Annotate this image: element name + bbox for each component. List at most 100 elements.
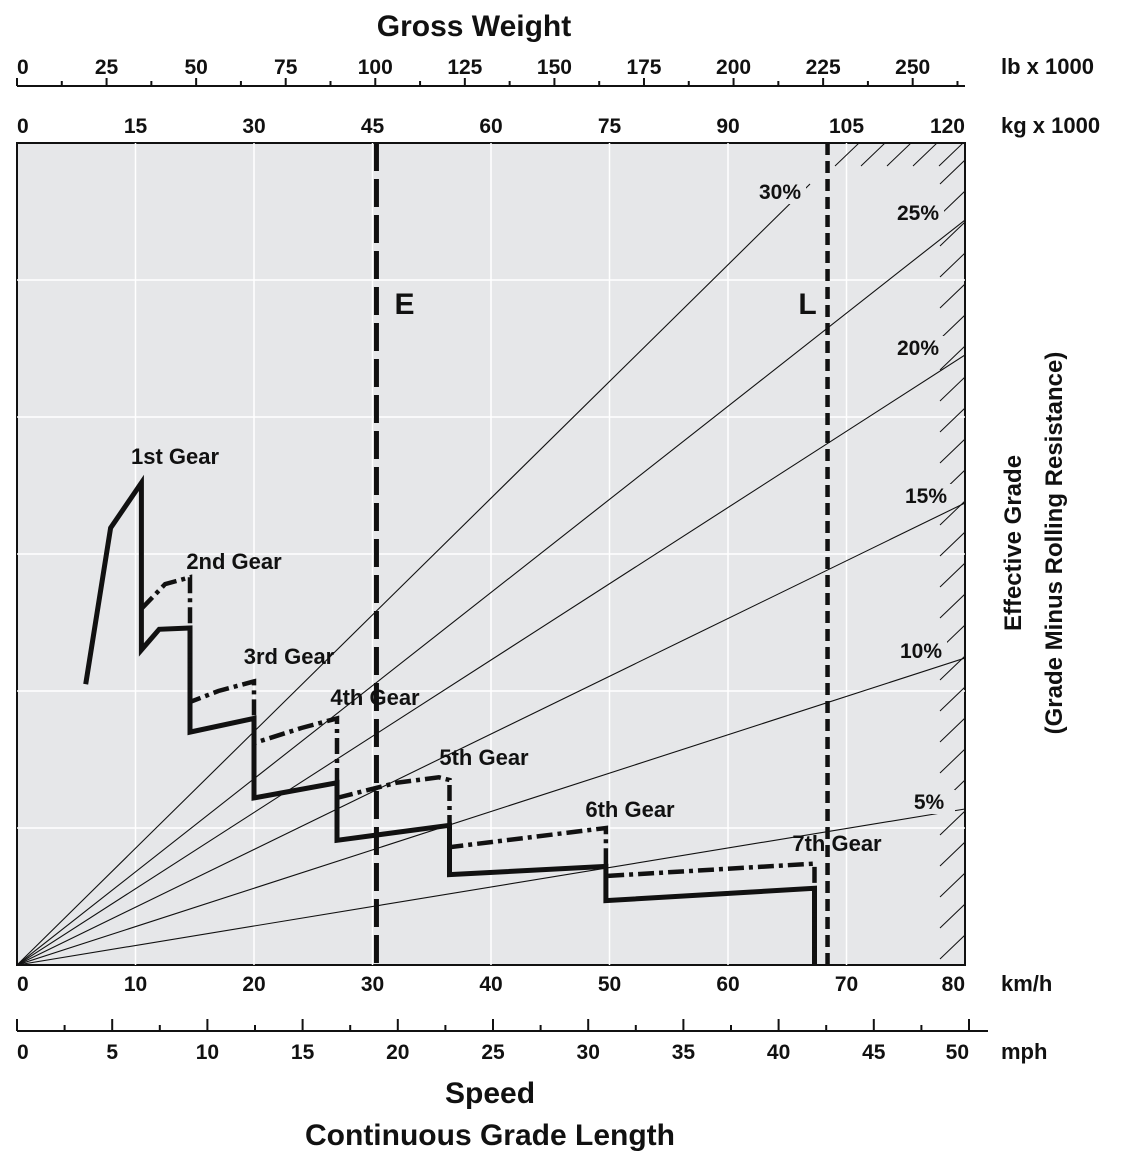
lb-tick-label: 225 <box>806 56 841 79</box>
mph-tick-label: 15 <box>291 1041 315 1064</box>
kg-tick-label: 90 <box>716 115 739 138</box>
gear-label: 7th Gear <box>792 831 882 856</box>
grade-lines <box>17 183 965 965</box>
grade-line <box>17 219 965 965</box>
hatch-mark <box>939 314 965 340</box>
hatch-mark <box>939 748 965 774</box>
gear-label: 2nd Gear <box>186 549 282 574</box>
grade-label: 25% <box>897 202 939 225</box>
hatch-mark <box>886 143 912 167</box>
grade-label: 10% <box>900 640 942 663</box>
reference-label-L: L <box>798 288 816 321</box>
hatch-mark <box>939 593 965 619</box>
gear-label: 6th Gear <box>585 797 675 822</box>
gear-label: 1st Gear <box>131 444 219 469</box>
gear-curve-solid <box>83 474 817 965</box>
grade-label: 20% <box>897 337 939 360</box>
kg-tick-label: 105 <box>829 115 864 138</box>
hatch-mark <box>939 438 965 464</box>
mph-tick-label: 30 <box>577 1041 600 1064</box>
hatch-mark <box>939 562 965 588</box>
grade-label: 15% <box>905 485 947 508</box>
kmh-tick-label: 10 <box>124 973 147 996</box>
grade-label-bg <box>888 201 944 225</box>
mph-tick-label: 40 <box>767 1041 790 1064</box>
hatch-mark <box>939 159 965 185</box>
kmh-tick-label: 0 <box>17 973 29 996</box>
lb-tick-label: 0 <box>17 56 29 79</box>
hatch-mark <box>939 407 965 433</box>
kg-tick-label: 0 <box>17 115 29 138</box>
hatch-mark <box>912 143 938 167</box>
reference-label-E: E <box>394 288 414 321</box>
hatch-mark <box>939 531 965 557</box>
hatch-mark <box>939 283 965 309</box>
grade-label-bg <box>888 336 944 360</box>
gear-label: 4th Gear <box>330 685 420 710</box>
mph-tick-label: 35 <box>672 1041 696 1064</box>
hatch-mark <box>939 903 965 929</box>
hatch-mark <box>860 143 886 167</box>
grade-line <box>17 183 811 965</box>
gear-label: 3rd Gear <box>244 644 335 669</box>
hatch-mark <box>939 717 965 743</box>
mph-unit-label: mph <box>1001 1039 1047 1064</box>
y-axis-label-secondary: (Grade Minus Rolling Resistance) <box>1041 352 1068 735</box>
kmh-tick-label: 20 <box>242 973 265 996</box>
lb-tick-label: 250 <box>895 56 930 79</box>
x-axis-label-secondary: Continuous Grade Length <box>305 1119 675 1152</box>
grade-line <box>17 657 965 965</box>
grade-label: 30% <box>759 181 801 204</box>
lb-tick-label: 125 <box>447 56 482 79</box>
hatch-mark <box>938 143 964 167</box>
hatch-mark <box>939 841 965 867</box>
kg-tick-label: 30 <box>242 115 265 138</box>
hatch-mark <box>939 252 965 278</box>
mph-tick-label: 10 <box>196 1041 219 1064</box>
hatch-mark <box>939 345 965 371</box>
grade-label: 5% <box>914 791 945 814</box>
lb-tick-label: 25 <box>95 56 119 79</box>
y-axis-label: Effective Grade <box>1000 455 1027 631</box>
kg-unit-label: kg x 1000 <box>1001 113 1100 138</box>
hatch-mark <box>939 810 965 836</box>
kmh-tick-label: 80 <box>942 973 965 996</box>
hatched-region <box>834 143 965 960</box>
kg-tick-label: 60 <box>479 115 502 138</box>
grade-label-bg <box>750 180 806 204</box>
mph-tick-label: 25 <box>481 1041 505 1064</box>
mph-tick-label: 0 <box>17 1041 29 1064</box>
kmh-unit-label: km/h <box>1001 971 1052 996</box>
lb-tick-label: 75 <box>274 56 298 79</box>
gear-curves <box>83 474 817 965</box>
kmh-tick-label: 50 <box>598 973 621 996</box>
hatch-mark <box>964 165 965 166</box>
reference-lines <box>373 143 830 965</box>
kmh-tick-label: 30 <box>361 973 384 996</box>
lb-tick-label: 50 <box>184 56 207 79</box>
hatch-mark <box>939 190 965 216</box>
chart-labels: 30% 25% 20% 15% 10% 5% E L 1st Gear 2nd Gear 3rd G… <box>131 180 955 856</box>
kg-tick-label: 45 <box>361 115 385 138</box>
hatch-mark <box>939 934 965 960</box>
kmh-tick-label: 40 <box>479 973 502 996</box>
hatch-mark <box>834 143 860 167</box>
grade-line <box>17 502 965 965</box>
gear-curve-dash-dot <box>139 574 817 965</box>
lb-unit-label: lb x 1000 <box>1001 54 1094 79</box>
lb-tick-label: 150 <box>537 56 572 79</box>
kg-tick-label: 120 <box>930 115 965 138</box>
kg-tick-label: 75 <box>598 115 622 138</box>
grade-label-bg <box>896 484 952 508</box>
grade-line <box>17 354 965 965</box>
mph-tick-label: 50 <box>946 1041 969 1064</box>
kmh-tick-label: 60 <box>716 973 739 996</box>
kmh-tick-label: 70 <box>835 973 858 996</box>
lb-tick-label: 100 <box>358 56 393 79</box>
mph-tick-label: 5 <box>106 1041 118 1064</box>
hatch-mark <box>939 376 965 402</box>
grade-line <box>17 808 965 965</box>
hatch-mark <box>939 686 965 712</box>
